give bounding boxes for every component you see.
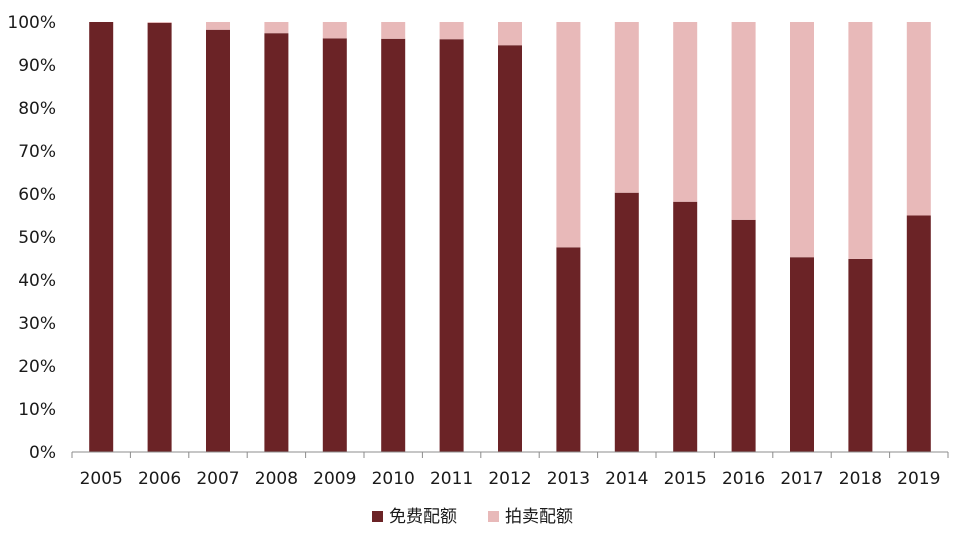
bars: [89, 22, 931, 453]
y-tick-label: 70%: [18, 142, 56, 162]
bar-free-allowance-2006: [147, 22, 172, 453]
x-axis: 2005 2006 2007 2008 2009 2010 2011 2012 2013 2014…: [71, 451, 949, 489]
x-tick-label: 2009: [313, 469, 356, 489]
bar-free-allowance-2013: [556, 247, 581, 452]
legend-label: 拍卖配额: [505, 507, 573, 527]
y-tick-label: 20%: [18, 357, 56, 377]
x-tick-label: 2006: [138, 469, 181, 489]
x-tick-label: 2019: [897, 469, 940, 489]
bar-free-allowance-2010: [381, 38, 406, 453]
legend: 免费配额 拍卖配额: [372, 507, 573, 527]
bar-free-allowance-2019: [906, 215, 931, 452]
bar-auction-allowance-2012: [498, 22, 522, 46]
bar-auction-allowance-2009: [322, 22, 347, 39]
y-tick-label: 50%: [18, 228, 56, 248]
bar-free-allowance-2011: [439, 39, 464, 452]
y-tick-label: 0%: [29, 443, 56, 463]
x-tick-label: 2005: [80, 469, 123, 489]
bar-free-allowance-2008: [264, 33, 289, 453]
y-tick-label: 40%: [18, 271, 56, 291]
x-tick-label: 2018: [839, 469, 882, 489]
bar-auction-allowance-2010: [381, 22, 406, 39]
bar-free-allowance-2007: [206, 29, 230, 453]
y-tick-label: 60%: [18, 185, 56, 205]
x-tick-label: 2017: [780, 469, 823, 489]
bar-auction-allowance-2015: [673, 22, 698, 202]
bar-auction-allowance-2017: [790, 22, 814, 258]
y-tick-label: 90%: [18, 56, 56, 76]
y-tick-label: 80%: [18, 99, 56, 119]
bar-auction-allowance-2011: [439, 22, 464, 40]
bar-auction-allowance-2006: [147, 22, 172, 23]
bar-free-allowance-2017: [790, 257, 814, 452]
y-tick-label: 10%: [18, 400, 56, 420]
legend-swatch: [372, 511, 383, 522]
legend-swatch: [488, 511, 499, 522]
bar-auction-allowance-2013: [556, 22, 581, 248]
bar-auction-allowance-2014: [614, 22, 639, 193]
bar-free-allowance-2014: [614, 192, 639, 452]
bar-auction-allowance-2016: [731, 22, 756, 220]
x-tick-label: 2013: [547, 469, 590, 489]
bar-free-allowance-2009: [322, 38, 347, 453]
x-tick-label: 2007: [196, 469, 239, 489]
bar-free-allowance-2012: [498, 45, 522, 452]
x-tick-label: 2015: [664, 469, 707, 489]
y-tick-label: 30%: [18, 314, 56, 334]
legend-label: 免费配额: [389, 507, 457, 527]
x-tick-label: 2008: [255, 469, 298, 489]
bar-free-allowance-2015: [673, 201, 698, 452]
x-tick-label: 2014: [605, 469, 648, 489]
bar-auction-allowance-2008: [264, 22, 289, 34]
x-tick-label: 2011: [430, 469, 473, 489]
bar-free-allowance-2005: [89, 22, 114, 452]
bar-free-allowance-2018: [848, 258, 873, 452]
bar-auction-allowance-2018: [848, 22, 873, 259]
x-tick-label: 2012: [488, 469, 531, 489]
bar-free-allowance-2016: [731, 219, 756, 452]
x-tick-label: 2010: [372, 469, 415, 489]
bar-auction-allowance-2007: [206, 22, 230, 30]
y-tick-label: 100%: [7, 13, 56, 33]
y-axis: 0% 10% 20% 30% 40% 50% 60% 70% 80% 90% 100%: [7, 13, 56, 463]
bar-auction-allowance-2019: [906, 22, 931, 216]
x-tick-label: 2016: [722, 469, 765, 489]
